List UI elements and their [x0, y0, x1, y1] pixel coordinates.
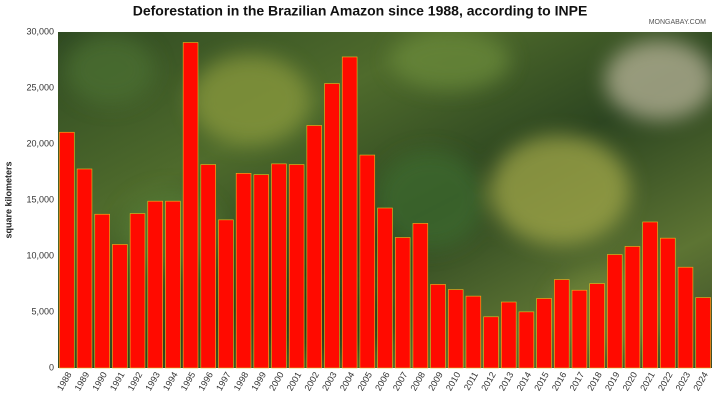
x-tick-label: 1997: [214, 370, 233, 392]
x-tick-label: 2009: [426, 370, 445, 392]
bar: [518, 311, 535, 369]
bar: [554, 279, 570, 369]
bar: [624, 246, 641, 369]
bar: [94, 213, 110, 369]
bar: [447, 289, 464, 369]
bar: [76, 168, 93, 369]
x-tick-label: 1991: [108, 370, 127, 392]
bar: [660, 237, 676, 369]
x-tick-label: 2015: [532, 370, 551, 392]
bar: [359, 154, 376, 369]
source-label: MONGABAY.COM: [649, 19, 706, 26]
bar: [607, 254, 623, 369]
x-tick-label: 2014: [515, 370, 534, 392]
bar: [483, 316, 499, 369]
bar: [165, 200, 181, 369]
bar: [394, 237, 411, 369]
x-tick-label: 2005: [355, 370, 374, 392]
x-tick-label: 1988: [55, 370, 74, 392]
bar: [59, 131, 75, 369]
bar: [695, 297, 711, 369]
x-tick-label: 1992: [126, 370, 145, 392]
bar: [430, 284, 446, 369]
x-tick-label: 2021: [638, 370, 657, 392]
x-tick-label: 2011: [462, 370, 480, 392]
x-tick-label: 2016: [550, 370, 569, 392]
x-tick-label: 2001: [285, 370, 304, 392]
bar: [235, 173, 252, 369]
y-tick-label: 30,000: [26, 26, 54, 36]
bar: [501, 301, 517, 369]
bar: [341, 56, 358, 369]
x-tick-label: 2006: [373, 370, 392, 392]
x-tick-label: 1993: [143, 370, 162, 392]
x-tick-label: 2012: [479, 370, 498, 392]
bar: [377, 207, 393, 369]
x-tick-label: 2019: [603, 370, 622, 392]
y-tick-label: 10,000: [26, 250, 54, 260]
x-tick-label: 2020: [621, 370, 640, 392]
x-tick-label: 2018: [585, 370, 604, 392]
y-tick-label: 5,000: [31, 306, 54, 316]
bar: [129, 213, 146, 369]
bar: [288, 164, 305, 369]
chart-title: Deforestation in the Brazilian Amazon si…: [133, 3, 588, 19]
bar: [253, 174, 269, 369]
x-tick-label: 2000: [267, 370, 286, 392]
y-tick-label: 0: [49, 362, 54, 372]
bar: [200, 164, 216, 369]
y-tick-label: 15,000: [26, 194, 54, 204]
x-tick-label: 1996: [196, 370, 215, 392]
bar: [412, 223, 429, 369]
x-tick-label: 2003: [320, 370, 339, 392]
x-tick-label: 2007: [391, 370, 410, 392]
bar: [147, 200, 163, 369]
bar: [271, 163, 287, 369]
x-tick-label: 2024: [691, 370, 710, 392]
x-tick-label: 2002: [302, 370, 321, 392]
bar: [112, 244, 128, 369]
bar: [589, 283, 605, 369]
x-tick-label: 1995: [179, 370, 198, 392]
x-tick-label: 2004: [338, 370, 357, 392]
x-tick-label: 2022: [656, 370, 675, 392]
x-tick-label: 2023: [674, 370, 693, 392]
bar: [306, 125, 323, 369]
x-tick-label: 1999: [249, 370, 268, 392]
x-tick-label: 2008: [408, 370, 427, 392]
bar: [536, 298, 552, 369]
x-tick-label: 1998: [232, 370, 251, 392]
x-tick-label: 1990: [90, 370, 109, 392]
x-tick-label: 1994: [161, 370, 180, 392]
y-tick-label: 25,000: [26, 82, 54, 92]
x-tick-label: 1989: [73, 370, 92, 392]
y-axis-title: square kilometers: [3, 161, 13, 238]
x-tick-label: 2010: [444, 370, 463, 392]
bar: [182, 42, 199, 369]
bar: [642, 221, 658, 369]
bar: [465, 295, 482, 369]
bar: [324, 83, 340, 369]
bar: [571, 289, 588, 369]
x-tick-label: 2017: [568, 370, 587, 392]
y-tick-label: 20,000: [26, 138, 54, 148]
bar: [218, 219, 234, 369]
x-tick-label: 2013: [497, 370, 516, 392]
bar: [677, 266, 694, 369]
